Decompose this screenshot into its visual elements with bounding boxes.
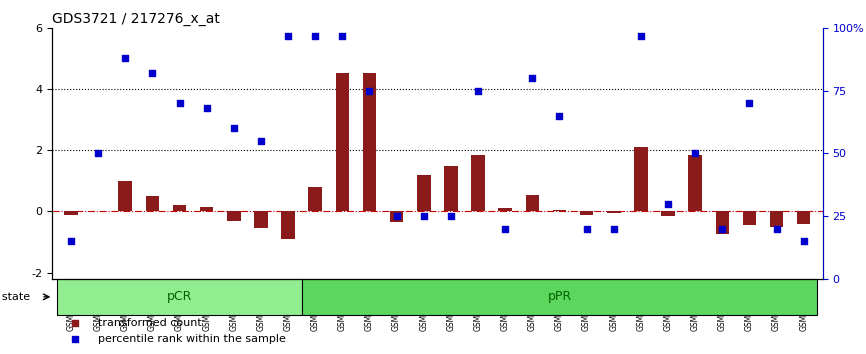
Point xyxy=(64,238,78,244)
Bar xyxy=(471,155,485,211)
Point xyxy=(200,105,214,111)
Bar xyxy=(145,196,159,211)
Bar xyxy=(200,207,213,211)
Bar xyxy=(172,205,186,211)
Bar xyxy=(254,211,268,228)
Point xyxy=(661,201,675,206)
Point xyxy=(390,213,404,219)
FancyBboxPatch shape xyxy=(57,279,301,315)
Bar xyxy=(119,181,132,211)
FancyBboxPatch shape xyxy=(301,279,818,315)
Point xyxy=(742,101,756,106)
Bar xyxy=(444,166,458,211)
Point xyxy=(797,238,811,244)
Point xyxy=(607,226,621,232)
Point xyxy=(444,213,458,219)
Point xyxy=(335,33,349,39)
Bar xyxy=(715,211,729,234)
Bar xyxy=(499,209,512,211)
Point xyxy=(363,88,377,94)
Bar xyxy=(227,211,241,221)
Text: disease state: disease state xyxy=(0,292,30,302)
Bar xyxy=(770,211,784,227)
Point xyxy=(553,113,566,119)
Point xyxy=(145,70,159,76)
Point xyxy=(498,226,512,232)
Bar xyxy=(308,187,322,211)
Point xyxy=(579,226,593,232)
Point xyxy=(641,111,655,116)
Bar xyxy=(797,211,811,224)
Bar xyxy=(390,211,404,222)
Bar xyxy=(363,73,376,211)
Point xyxy=(770,226,784,232)
Bar xyxy=(417,175,430,211)
Bar xyxy=(335,73,349,211)
Text: transformed count: transformed count xyxy=(98,318,202,328)
Text: pCR: pCR xyxy=(167,290,192,303)
Point xyxy=(688,151,702,156)
Point xyxy=(641,256,655,261)
Point xyxy=(172,101,186,106)
Bar xyxy=(743,211,756,225)
Point xyxy=(634,33,648,39)
Text: percentile rank within the sample: percentile rank within the sample xyxy=(98,334,286,344)
Bar xyxy=(634,147,648,211)
Point xyxy=(119,56,132,61)
Bar xyxy=(64,211,78,215)
Bar xyxy=(688,155,702,211)
Point xyxy=(417,213,430,219)
Text: pPR: pPR xyxy=(547,290,572,303)
Point xyxy=(308,33,322,39)
Point xyxy=(471,88,485,94)
Bar xyxy=(580,211,593,215)
Point xyxy=(715,226,729,232)
Text: GDS3721 / 217276_x_at: GDS3721 / 217276_x_at xyxy=(52,12,220,26)
Point xyxy=(526,75,540,81)
Bar xyxy=(662,211,675,216)
Point xyxy=(281,33,295,39)
Bar xyxy=(526,195,540,211)
Point xyxy=(227,126,241,131)
Point xyxy=(254,138,268,144)
Bar xyxy=(607,211,621,213)
Point xyxy=(91,151,105,156)
Bar xyxy=(281,211,294,239)
Bar xyxy=(553,210,566,211)
